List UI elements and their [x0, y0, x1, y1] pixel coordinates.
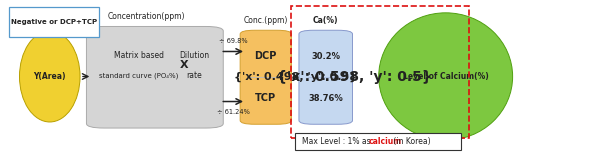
Text: ÷ 69.8%: ÷ 69.8% [219, 38, 247, 44]
Text: TCP: TCP [255, 93, 276, 103]
Text: Y(Area): Y(Area) [34, 72, 66, 81]
Text: Max Level : 1% as: Max Level : 1% as [302, 137, 373, 146]
FancyBboxPatch shape [240, 30, 292, 124]
Text: Matrix based: Matrix based [114, 51, 164, 60]
FancyBboxPatch shape [296, 133, 461, 150]
Ellipse shape [379, 13, 512, 140]
Text: {'x': 0.498, 'y': 0.5}: {'x': 0.498, 'y': 0.5} [234, 71, 358, 82]
Text: standard curve (PO₄%): standard curve (PO₄%) [99, 72, 178, 78]
FancyBboxPatch shape [9, 7, 100, 37]
Text: ÷ 61.24%: ÷ 61.24% [217, 109, 250, 115]
Text: Dilution: Dilution [179, 51, 209, 60]
Text: X: X [179, 60, 188, 70]
Text: 30.2%: 30.2% [311, 52, 340, 61]
Text: Level of Calcium(%): Level of Calcium(%) [403, 72, 488, 81]
Text: Ca(%): Ca(%) [313, 16, 339, 25]
Text: Conc.(ppm): Conc.(ppm) [244, 16, 288, 25]
FancyBboxPatch shape [299, 30, 352, 124]
Text: 38.76%: 38.76% [309, 94, 343, 103]
Text: calcium: calcium [368, 137, 401, 146]
Text: Negative or DCP+TCP: Negative or DCP+TCP [11, 19, 97, 25]
Text: (in Korea): (in Korea) [391, 137, 431, 146]
Text: Concentration(ppm): Concentration(ppm) [107, 12, 185, 21]
Ellipse shape [19, 31, 80, 122]
Text: rate: rate [186, 71, 202, 80]
FancyBboxPatch shape [87, 26, 223, 128]
Text: DCP: DCP [254, 51, 277, 61]
Text: {'x': 0.598, 'y': 0.5}: {'x': 0.598, 'y': 0.5} [277, 69, 432, 84]
